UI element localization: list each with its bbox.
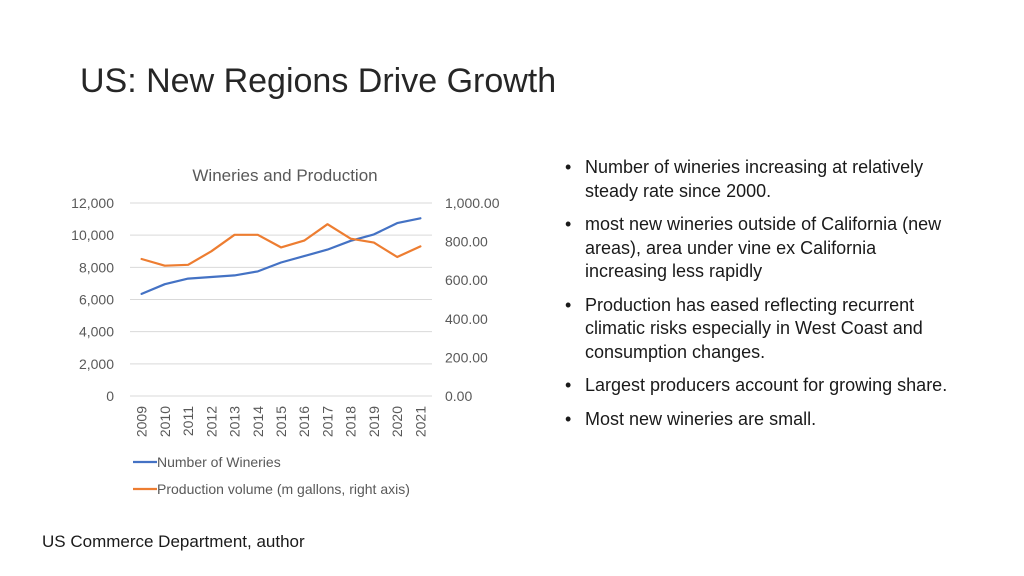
right-axis-tick-label: 800.00 xyxy=(445,234,488,250)
x-axis-tick-label: 2011 xyxy=(180,406,196,436)
x-axis-tick-label: 2021 xyxy=(412,406,428,437)
x-axis-tick-label: 2017 xyxy=(319,406,335,437)
series-line-wineries xyxy=(140,217,422,295)
bullet-item: Most new wineries are small. xyxy=(563,408,963,432)
left-axis-tick-label: 8,000 xyxy=(79,259,114,275)
bullet-item: Largest producers account for growing sh… xyxy=(563,374,963,398)
right-axis-tick-label: 200.00 xyxy=(445,349,488,365)
x-axis-tick-label: 2010 xyxy=(157,406,173,437)
left-axis-tick-label: 12,000 xyxy=(71,195,114,211)
legend-label: Production volume (m gallons, right axis… xyxy=(157,481,410,497)
left-axis-ticks: 0 2,000 4,000 6,000 8,000 10,000 12,000 xyxy=(71,195,114,404)
left-axis-tick-label: 10,000 xyxy=(71,227,114,243)
bullet-item: Production has eased reflecting recurren… xyxy=(563,294,963,365)
legend-label: Number of Wineries xyxy=(157,454,281,470)
bullet-item: Number of wineries increasing at relativ… xyxy=(563,156,963,203)
slide-title: US: New Regions Drive Growth xyxy=(80,62,557,100)
legend: Number of Wineries Production volume (m g… xyxy=(133,454,410,497)
chart: Wineries and Production 0 2,000 4,000 6,000… xyxy=(71,166,500,497)
right-axis-ticks: 0.00 200.00 400.00 600.00 800.00 1,000.00 xyxy=(445,195,500,404)
x-axis-tick-label: 2012 xyxy=(203,406,219,437)
bullet-item: most new wineries outside of California … xyxy=(563,213,963,284)
chart-title: Wineries and Production xyxy=(192,166,377,185)
right-axis-tick-label: 600.00 xyxy=(445,272,488,288)
left-axis-tick-label: 6,000 xyxy=(79,292,114,308)
x-axis-tick-label: 2019 xyxy=(366,406,382,437)
source-note: US Commerce Department, author xyxy=(42,532,305,551)
x-axis-tick-label: 2009 xyxy=(134,406,150,437)
left-axis-tick-label: 2,000 xyxy=(79,356,114,372)
right-axis-tick-label: 1,000.00 xyxy=(445,195,500,211)
right-axis-tick-label: 400.00 xyxy=(445,311,488,327)
series-line-production xyxy=(140,223,422,267)
bullet-list: Number of wineries increasing at relativ… xyxy=(563,156,963,441)
gridlines xyxy=(130,202,432,397)
x-axis-tick-label: 2020 xyxy=(389,406,405,437)
left-axis-tick-label: 4,000 xyxy=(79,324,114,340)
series-lines xyxy=(140,217,422,295)
x-axis-tick-label: 2014 xyxy=(250,406,266,437)
x-axis-tick-label: 2013 xyxy=(227,406,243,437)
x-axis-tick-label: 2016 xyxy=(296,406,312,437)
right-axis-tick-label: 0.00 xyxy=(445,388,472,404)
x-axis-ticks: 2009 2010 2011 2012 2013 2014 2015 2016 2017 2018… xyxy=(134,406,429,437)
left-axis-tick-label: 0 xyxy=(106,388,114,404)
x-axis-tick-label: 2015 xyxy=(273,406,289,437)
x-axis-tick-label: 2018 xyxy=(343,406,359,437)
